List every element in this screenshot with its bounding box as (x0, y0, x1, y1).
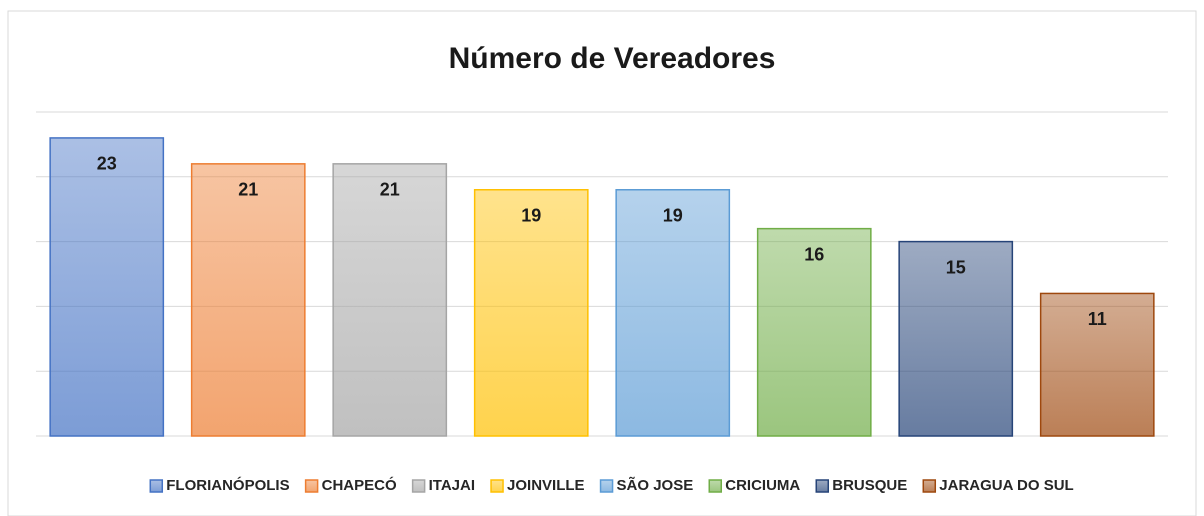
legend-label: JARAGUA DO SUL (939, 477, 1073, 494)
bar (190, 163, 306, 437)
legend-swatch (599, 479, 614, 493)
legend-swatch (411, 479, 426, 493)
legend-swatch (815, 479, 830, 493)
data-label: 23 (97, 154, 117, 174)
legend-label: SÃO JOSE (617, 476, 694, 494)
data-label: 19 (663, 206, 683, 226)
bar (756, 227, 872, 437)
data-label: 19 (521, 206, 541, 226)
legend-swatch (304, 479, 319, 493)
bar (49, 137, 165, 437)
legend-label: BRUSQUE (832, 477, 907, 494)
bar (615, 189, 731, 437)
legend-swatch (708, 479, 723, 493)
legend-label: CRICIUMA (725, 477, 800, 494)
data-label: 15 (946, 257, 966, 277)
legend-label: ITAJAI (429, 477, 475, 494)
data-label: 21 (380, 180, 400, 200)
chart-title: Número de Vereadores (449, 42, 776, 75)
legend-label: JOINVILLE (507, 477, 585, 494)
legend-label: FLORIANÓPOLIS (166, 476, 289, 494)
legend-swatch (149, 479, 164, 493)
data-label: 11 (1088, 309, 1107, 329)
bar (898, 240, 1014, 437)
legend-swatch (490, 479, 504, 493)
data-label: 21 (238, 180, 258, 200)
chart-frame (7, 10, 1197, 516)
bar (1039, 292, 1155, 437)
bar (473, 189, 589, 437)
data-label: 16 (804, 244, 824, 264)
legend-swatch (922, 479, 937, 493)
legend-label: CHAPECÓ (322, 476, 397, 494)
bar (332, 163, 448, 437)
